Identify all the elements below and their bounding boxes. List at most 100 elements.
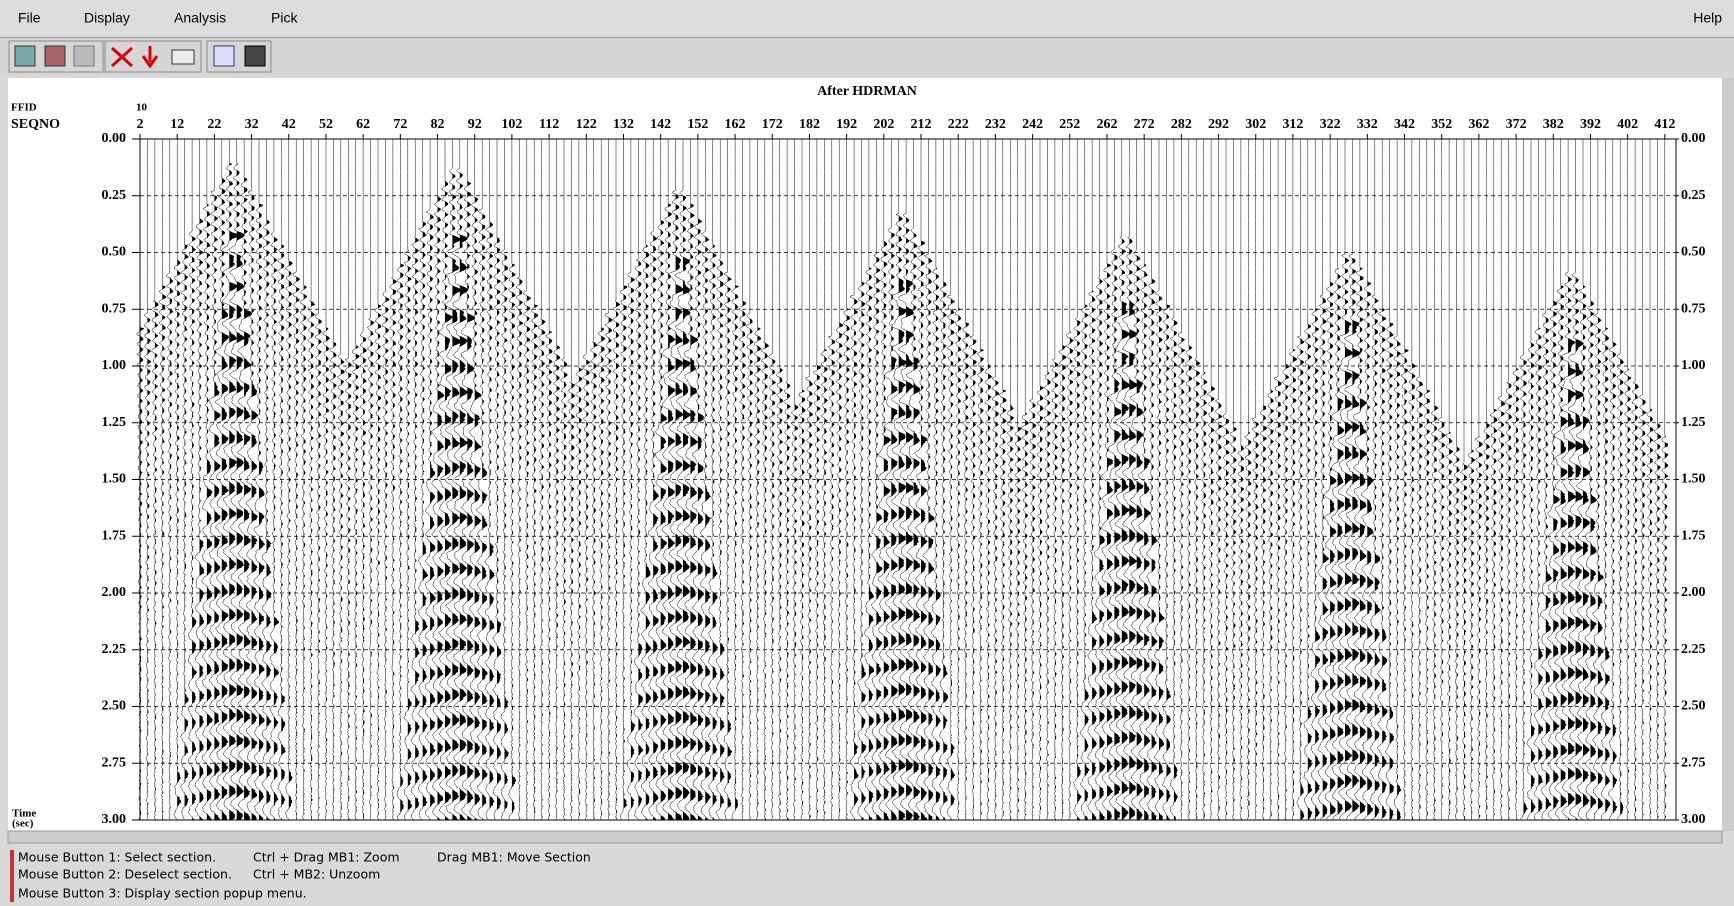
x-tick-label: 382 xyxy=(1543,117,1564,132)
x-tick-label: 182 xyxy=(799,117,820,132)
status-area xyxy=(0,846,1734,906)
y-axis-label: (sec) xyxy=(12,818,34,830)
y-tick-label: 0.50 xyxy=(1681,245,1706,260)
trace-fill xyxy=(140,139,1669,820)
x-tick-label: 412 xyxy=(1654,117,1675,132)
status-text: Ctrl + Drag MB1: Zoom xyxy=(253,850,400,865)
toolbar-icons xyxy=(8,40,272,73)
x-tick-label: 272 xyxy=(1134,117,1155,132)
tool-group xyxy=(206,40,272,73)
y-tick-label: 2.50 xyxy=(102,699,127,714)
seqno-label: SEQNO xyxy=(11,117,60,132)
tool-button[interactable] xyxy=(73,45,95,67)
y-tick-label: 1.25 xyxy=(102,415,127,430)
x-tick-label: 292 xyxy=(1208,117,1229,132)
tool-button[interactable] xyxy=(171,49,195,65)
chart-title: After HDRMAN xyxy=(817,84,917,99)
x-tick-label: 92 xyxy=(468,117,482,132)
ffid-label: FFID xyxy=(11,102,37,114)
x-tick-label: 332 xyxy=(1357,117,1378,132)
y-tick-label: 3.00 xyxy=(102,812,127,827)
x-tick-label: 12 xyxy=(170,117,184,132)
y-tick-label: 0.75 xyxy=(102,301,127,316)
x-tick-label: 62 xyxy=(356,117,370,132)
tool-button[interactable] xyxy=(44,45,66,67)
status-text: Mouse Button 3: Display section popup me… xyxy=(18,886,307,901)
y-axis-label: Time xyxy=(12,808,36,820)
x-tick-label: 212 xyxy=(911,117,932,132)
status-text: Mouse Button 2: Deselect section. xyxy=(18,867,232,882)
x-tick-label: 172 xyxy=(762,117,783,132)
x-tick-label: 282 xyxy=(1171,117,1192,132)
status-text: Mouse Button 1: Select section. xyxy=(18,850,216,865)
y-tick-label: 3.00 xyxy=(1681,812,1706,827)
menu-display[interactable]: Display xyxy=(84,10,130,26)
x-tick-label: 322 xyxy=(1320,117,1341,132)
menu-analysis[interactable]: Analysis xyxy=(174,10,226,26)
y-tick-label: 0.25 xyxy=(102,188,127,203)
x-tick-label: 142 xyxy=(650,117,671,132)
x-tick-label: 352 xyxy=(1431,117,1452,132)
y-tick-label: 0.25 xyxy=(1681,188,1706,203)
tool-button[interactable] xyxy=(110,46,134,68)
tool-button[interactable] xyxy=(141,46,159,69)
x-tick-label: 252 xyxy=(1059,117,1080,132)
x-tick-label: 392 xyxy=(1580,117,1601,132)
ffid-value: 10 xyxy=(136,102,148,114)
x-tick-label: 42 xyxy=(282,117,296,132)
y-tick-label: 1.75 xyxy=(1681,528,1706,543)
x-tick-label: 402 xyxy=(1617,117,1638,132)
menu-pick[interactable]: Pick xyxy=(271,10,298,26)
y-tick-label: 0.75 xyxy=(1681,301,1706,316)
plot-canvas[interactable] xyxy=(8,78,1724,831)
x-tick-label: 362 xyxy=(1468,117,1489,132)
x-tick-label: 312 xyxy=(1282,117,1303,132)
y-tick-label: 2.75 xyxy=(1681,755,1706,770)
x-tick-label: 52 xyxy=(319,117,333,132)
menu-help[interactable]: Help xyxy=(1693,10,1722,26)
toolbar xyxy=(0,38,1734,76)
x-tick-label: 372 xyxy=(1506,117,1527,132)
x-tick-label: 122 xyxy=(576,117,597,132)
status-marker xyxy=(10,850,14,902)
x-tick-label: 242 xyxy=(1022,117,1043,132)
x-tick-label: 222 xyxy=(948,117,969,132)
tool-group xyxy=(104,40,202,73)
x-tick-label: 342 xyxy=(1394,117,1415,132)
y-tick-label: 1.00 xyxy=(1681,358,1706,373)
y-tick-label: 2.00 xyxy=(1681,585,1706,600)
y-tick-label: 2.50 xyxy=(1681,699,1706,714)
x-tick-label: 262 xyxy=(1096,117,1117,132)
y-tick-label: 0.00 xyxy=(1681,131,1706,146)
x-tick-label: 32 xyxy=(245,117,259,132)
y-tick-label: 1.75 xyxy=(102,528,127,543)
x-tick-label: 22 xyxy=(207,117,221,132)
x-tick-label: 132 xyxy=(613,117,634,132)
menu-bar xyxy=(0,0,1734,38)
y-tick-label: 2.25 xyxy=(102,642,127,657)
x-tick-label: 192 xyxy=(836,117,857,132)
tool-button[interactable] xyxy=(14,45,36,67)
horizontal-scrollbar[interactable] xyxy=(7,830,1723,844)
y-tick-label: 0.50 xyxy=(102,245,127,260)
x-tick-label: 152 xyxy=(687,117,708,132)
y-tick-label: 1.50 xyxy=(1681,472,1706,487)
tool-button[interactable] xyxy=(244,45,266,67)
menu-file[interactable]: File xyxy=(18,10,41,26)
tool-button[interactable] xyxy=(213,45,235,67)
x-tick-label: 102 xyxy=(501,117,522,132)
x-tick-label: 82 xyxy=(431,117,445,132)
y-tick-label: 1.00 xyxy=(102,358,127,373)
status-text: Drag MB1: Move Section xyxy=(437,850,591,865)
y-tick-label: 1.25 xyxy=(1681,415,1706,430)
vertical-scrollbar[interactable] xyxy=(1722,78,1734,831)
x-tick-label: 72 xyxy=(393,117,407,132)
y-tick-label: 2.00 xyxy=(102,585,127,600)
y-tick-label: 2.25 xyxy=(1681,642,1706,657)
tool-group xyxy=(8,40,104,73)
x-tick-label: 2 xyxy=(137,117,144,132)
status-text: Ctrl + MB2: Unzoom xyxy=(253,867,380,882)
y-tick-label: 2.75 xyxy=(102,755,127,770)
